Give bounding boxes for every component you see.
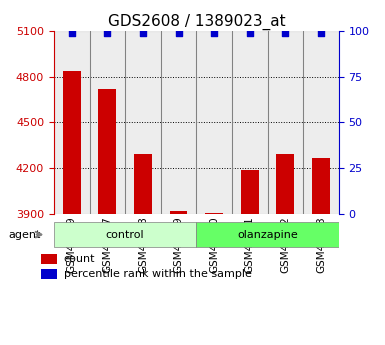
Point bbox=[318, 30, 324, 36]
Text: agent: agent bbox=[9, 230, 41, 239]
Bar bbox=[241, 170, 259, 214]
Bar bbox=[41, 269, 57, 279]
Bar bbox=[63, 71, 80, 214]
Point bbox=[282, 30, 288, 36]
Point bbox=[247, 30, 253, 36]
Text: percentile rank within the sample: percentile rank within the sample bbox=[64, 269, 252, 279]
Bar bbox=[54, 31, 90, 214]
Point bbox=[69, 30, 75, 36]
Bar bbox=[41, 254, 57, 264]
FancyBboxPatch shape bbox=[196, 222, 339, 247]
Point bbox=[176, 30, 182, 36]
Bar bbox=[134, 155, 152, 214]
Bar bbox=[161, 31, 196, 214]
FancyBboxPatch shape bbox=[54, 222, 196, 247]
Bar bbox=[170, 211, 187, 214]
Bar bbox=[232, 31, 268, 214]
Point bbox=[211, 30, 217, 36]
Title: GDS2608 / 1389023_at: GDS2608 / 1389023_at bbox=[107, 13, 285, 30]
Point bbox=[140, 30, 146, 36]
Bar bbox=[303, 31, 339, 214]
Bar bbox=[276, 154, 294, 214]
Text: olanzapine: olanzapine bbox=[237, 230, 298, 239]
Text: control: control bbox=[106, 230, 144, 239]
Point bbox=[104, 30, 110, 36]
Bar bbox=[90, 31, 125, 214]
Bar bbox=[196, 31, 232, 214]
Bar bbox=[99, 89, 116, 214]
Bar bbox=[312, 158, 330, 214]
Text: count: count bbox=[64, 254, 95, 264]
Bar bbox=[205, 213, 223, 214]
Bar bbox=[268, 31, 303, 214]
Bar bbox=[125, 31, 161, 214]
